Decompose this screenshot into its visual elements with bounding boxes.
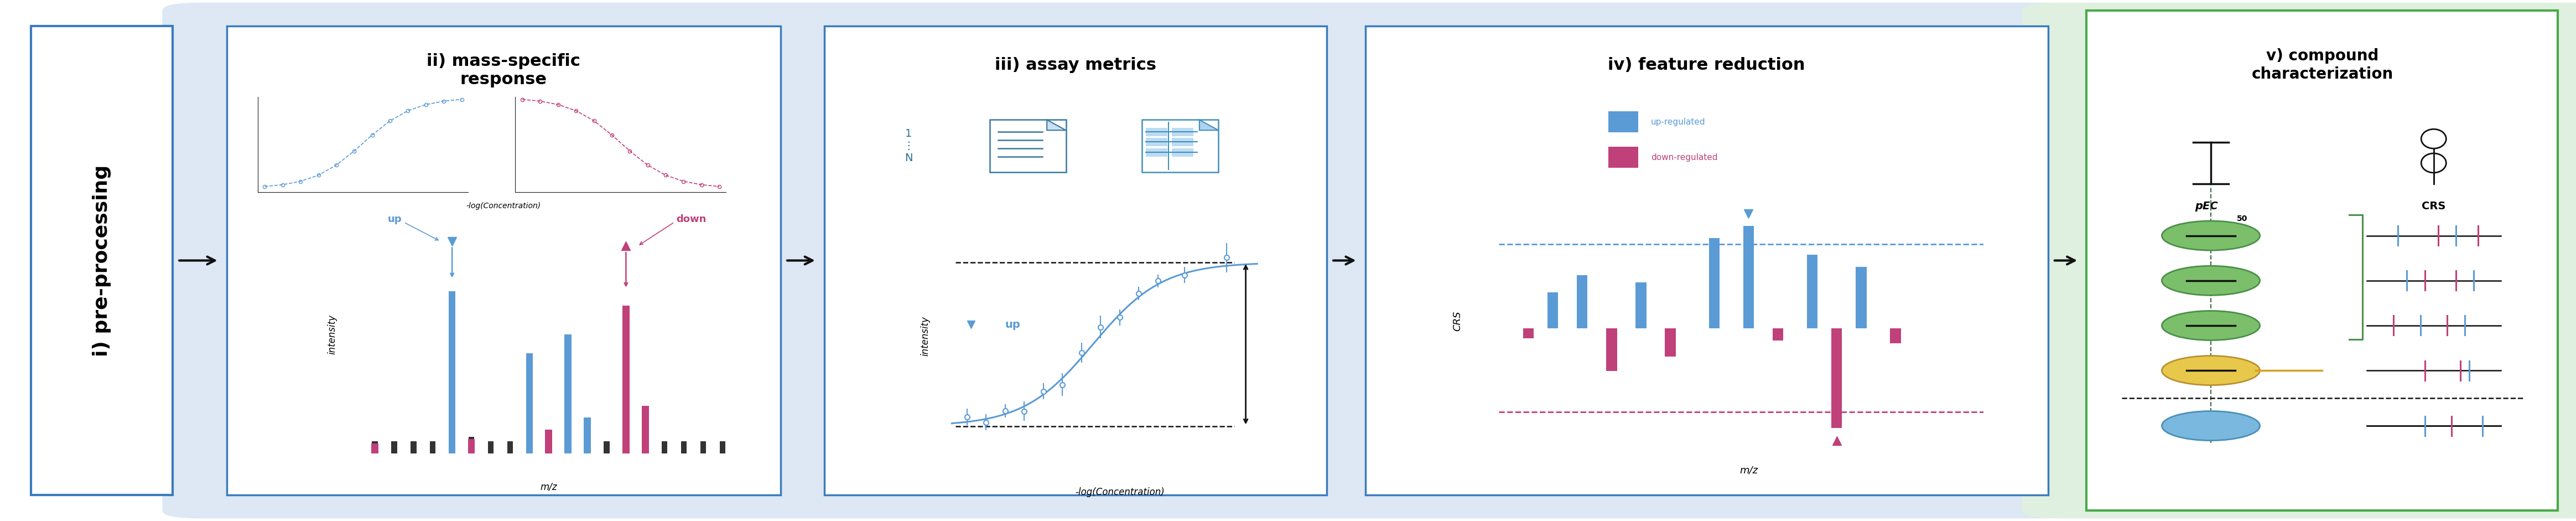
Text: iv) feature reduction: iv) feature reduction	[1607, 57, 1806, 73]
FancyBboxPatch shape	[1607, 111, 1638, 132]
Bar	[1891, 328, 1901, 343]
Bar	[410, 441, 417, 453]
Bar	[448, 291, 456, 453]
FancyBboxPatch shape	[1172, 138, 1193, 146]
Ellipse shape	[2161, 411, 2259, 440]
Text: -log(Concentration): -log(Concentration)	[1074, 487, 1164, 497]
Bar	[487, 441, 495, 453]
Bar	[623, 306, 629, 453]
Bar	[623, 441, 629, 453]
Bar	[430, 441, 435, 453]
Bar	[719, 441, 726, 453]
Text: 1
⋮
N: 1 ⋮ N	[904, 129, 914, 163]
Bar	[641, 406, 649, 453]
Bar	[1806, 255, 1819, 328]
Text: m/z: m/z	[541, 482, 556, 492]
Bar	[585, 441, 590, 453]
FancyBboxPatch shape	[1365, 26, 2048, 495]
Bar	[1744, 226, 1754, 328]
Bar	[1577, 275, 1587, 328]
FancyBboxPatch shape	[1607, 147, 1638, 168]
Text: CRS: CRS	[1453, 311, 1463, 331]
FancyBboxPatch shape	[824, 26, 1327, 495]
Text: i) pre-processing: i) pre-processing	[93, 165, 111, 356]
Bar	[546, 429, 551, 453]
FancyBboxPatch shape	[1146, 138, 1167, 146]
Text: down: down	[677, 215, 706, 225]
Bar	[680, 441, 688, 453]
Text: iii) assay metrics: iii) assay metrics	[994, 57, 1157, 73]
Bar	[526, 353, 533, 453]
Polygon shape	[1046, 120, 1066, 130]
Bar	[1522, 328, 1533, 338]
Text: 50: 50	[2236, 215, 2246, 222]
FancyBboxPatch shape	[1172, 128, 1193, 136]
Ellipse shape	[2161, 356, 2259, 385]
Bar	[1548, 292, 1558, 328]
FancyBboxPatch shape	[162, 3, 2081, 518]
Text: up: up	[1005, 319, 1020, 330]
Text: m/z: m/z	[1739, 465, 1757, 475]
Bar	[371, 441, 379, 453]
Bar	[641, 441, 649, 453]
Text: intensity: intensity	[920, 316, 930, 356]
FancyBboxPatch shape	[1141, 120, 1218, 172]
FancyBboxPatch shape	[989, 120, 1066, 172]
FancyBboxPatch shape	[2022, 3, 2576, 518]
Text: up: up	[386, 215, 402, 225]
Bar	[1636, 282, 1646, 328]
Bar	[526, 441, 533, 453]
Text: intensity: intensity	[327, 314, 337, 354]
Bar	[564, 334, 572, 453]
Bar	[448, 441, 456, 453]
FancyBboxPatch shape	[227, 26, 781, 495]
Bar	[701, 441, 706, 453]
Bar	[392, 441, 397, 453]
Text: up-regulated: up-regulated	[1651, 118, 1705, 126]
Bar	[1855, 267, 1868, 328]
FancyBboxPatch shape	[2087, 10, 2558, 511]
Text: down-regulated: down-regulated	[1651, 153, 1718, 162]
Ellipse shape	[2161, 221, 2259, 250]
Bar	[585, 417, 590, 453]
Bar	[546, 437, 551, 453]
Bar	[662, 441, 667, 453]
Bar	[507, 441, 513, 453]
FancyBboxPatch shape	[31, 26, 173, 495]
Bar	[1664, 328, 1674, 357]
FancyBboxPatch shape	[1172, 148, 1193, 157]
Bar	[1607, 328, 1618, 371]
Text: pEC: pEC	[2195, 201, 2218, 212]
FancyBboxPatch shape	[1146, 128, 1167, 136]
Polygon shape	[1200, 120, 1218, 130]
Ellipse shape	[2161, 266, 2259, 295]
Text: CRS: CRS	[2421, 201, 2445, 212]
Bar	[603, 441, 611, 453]
Bar	[469, 439, 474, 453]
Text: -log(Concentration): -log(Concentration)	[466, 202, 541, 209]
Bar	[564, 441, 572, 453]
Text: v) compound
characterization: v) compound characterization	[2251, 48, 2393, 82]
Bar	[1772, 328, 1783, 340]
Text: ii) mass-specific
response: ii) mass-specific response	[428, 53, 580, 88]
FancyBboxPatch shape	[1146, 148, 1167, 157]
Bar	[371, 444, 379, 453]
Bar	[469, 437, 474, 453]
Bar	[1708, 238, 1721, 328]
Bar	[1832, 328, 1842, 428]
Ellipse shape	[2161, 311, 2259, 340]
